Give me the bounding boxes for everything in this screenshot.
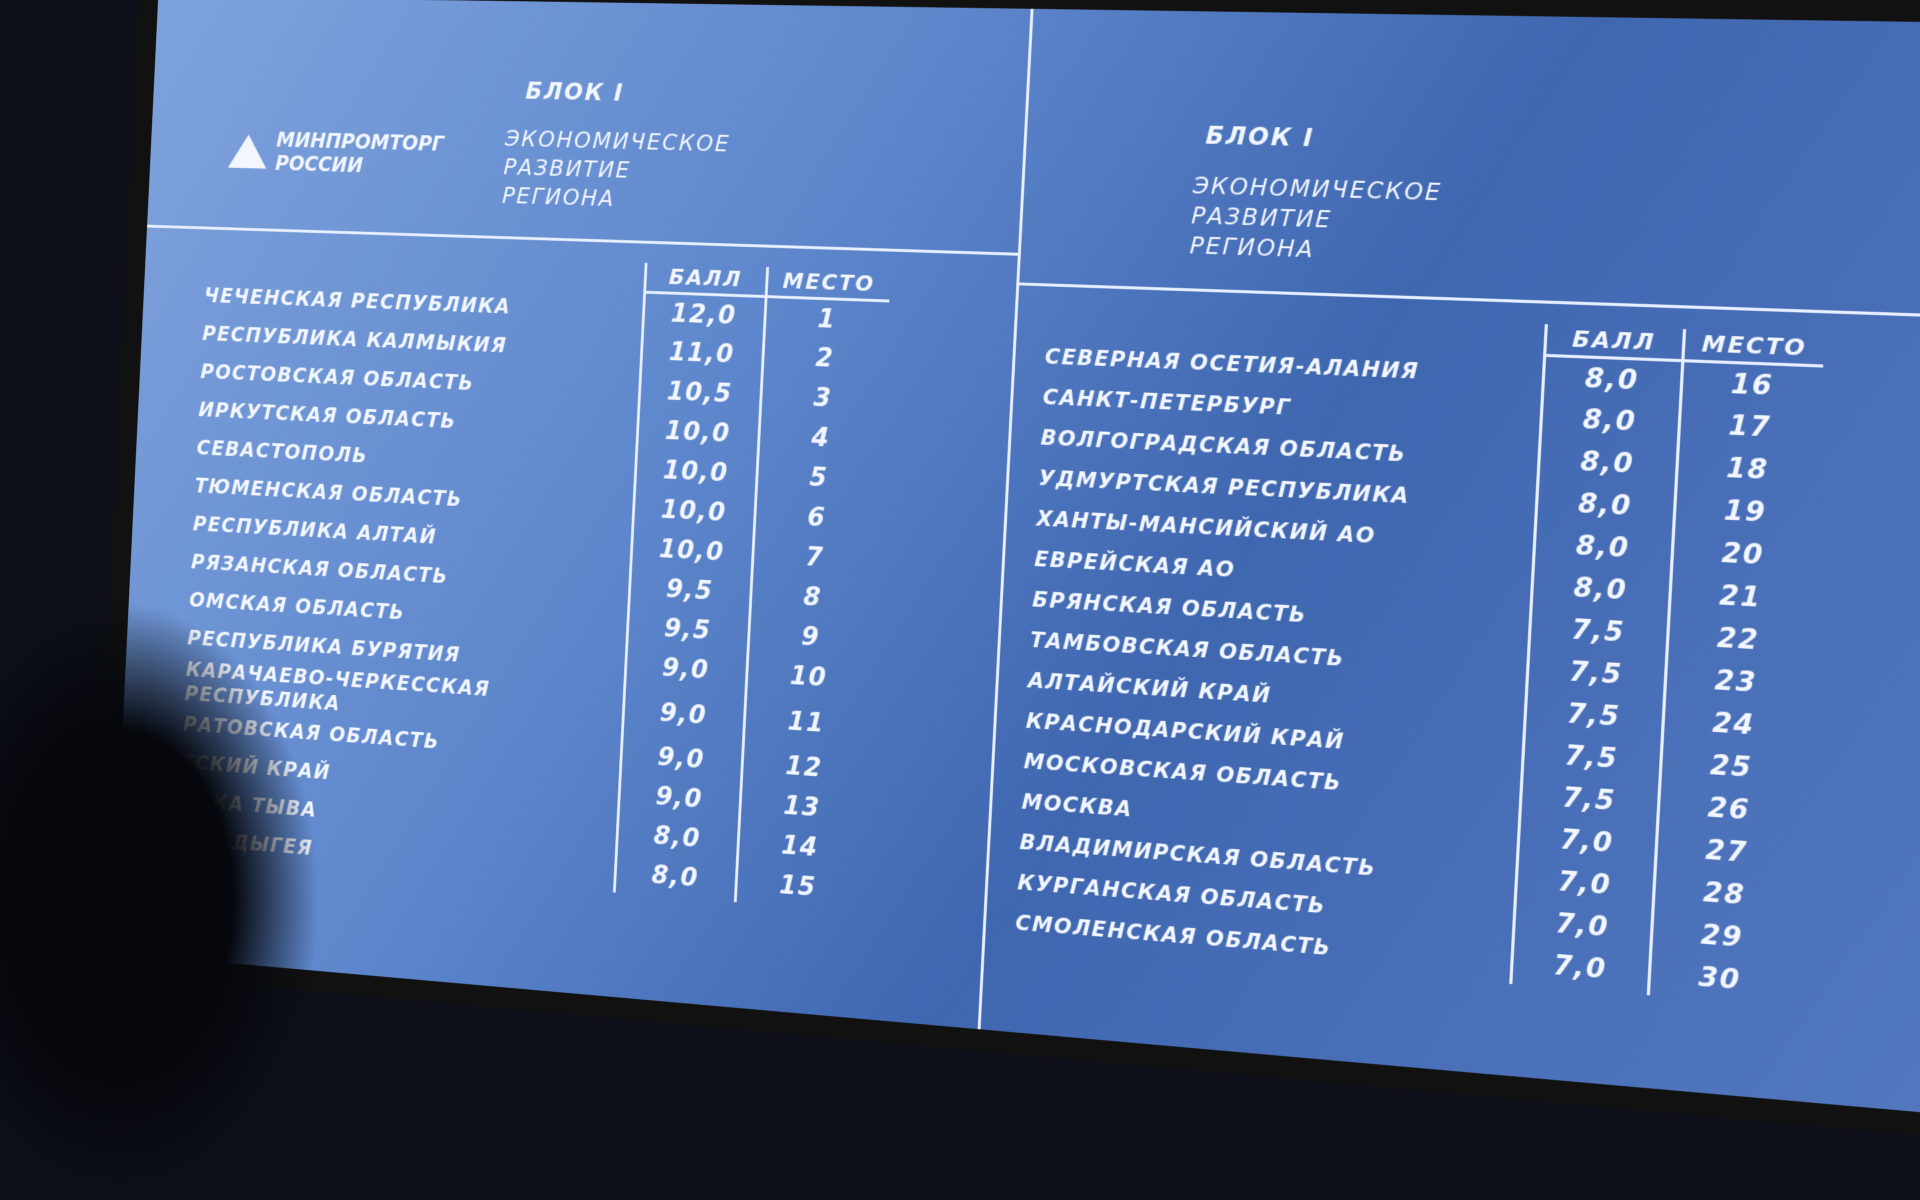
- score: 11,0: [640, 332, 763, 376]
- score: 10,0: [630, 528, 753, 574]
- place: 19: [1673, 488, 1816, 537]
- photo: МИНПРОМТОРГ РОССИИ БЛОК I ЭКОНОМИЧЕСКОЕ Р…: [0, 0, 1920, 1080]
- place: 4: [758, 416, 884, 462]
- place: 6: [754, 495, 879, 541]
- place: 17: [1678, 403, 1821, 452]
- score: 9,0: [622, 685, 746, 743]
- score: 8,0: [1540, 397, 1680, 445]
- left-panel: МИНПРОМТОРГ РОССИИ БЛОК I ЭКОНОМИЧЕСКОЕ Р…: [112, 0, 1034, 1029]
- right-header: БЛОК I ЭКОНОМИЧЕСКОЕ РАЗВИТИЕ РЕГИОНА: [1019, 9, 1920, 320]
- place: 1: [764, 297, 890, 342]
- col-place: МЕСТО: [766, 267, 891, 301]
- place: 11: [743, 693, 869, 752]
- score: 10,0: [636, 410, 759, 455]
- monitor: МИНПРОМТОРГ РОССИИ БЛОК I ЭКОНОМИЧЕСКОЕ Р…: [92, 0, 1920, 1142]
- logo-line2: РОССИИ: [275, 152, 444, 180]
- score: 8,0: [614, 853, 737, 902]
- score: 10,0: [632, 489, 755, 535]
- place: 15: [735, 862, 860, 911]
- score: 12,0: [642, 292, 765, 336]
- subtitle-line: РЕГИОНА: [1189, 231, 1440, 269]
- block-subtitle: ЭКОНОМИЧЕСКОЕ РАЗВИТИЕ РЕГИОНА: [1189, 171, 1443, 269]
- place: 16: [1680, 361, 1823, 409]
- ranking-table-left: БАЛЛ МЕСТО ЧЕЧЕНСКАЯ РЕСПУБЛИКА 12,0 1 РЕСПУБ…: [168, 248, 891, 912]
- ranking-table-right: БАЛЛ МЕСТО СЕВЕРНАЯ ОСЕТИЯ-АЛАНИЯ 8,0 16 САНК…: [1005, 306, 1825, 1006]
- subtitle-line: РЕГИОНА: [501, 182, 728, 217]
- place: 5: [756, 455, 882, 501]
- block-title: БЛОК I: [525, 78, 625, 107]
- place: 3: [760, 376, 886, 421]
- triangle-logo-icon: [228, 134, 268, 169]
- score: 8,0: [1533, 523, 1673, 572]
- left-header: МИНПРОМТОРГ РОССИИ БЛОК I ЭКОНОМИЧЕСКОЕ Р…: [147, 0, 1031, 256]
- score: 8,0: [1542, 355, 1682, 403]
- screen: МИНПРОМТОРГ РОССИИ БЛОК I ЭКОНОМИЧЕСКОЕ Р…: [112, 0, 1920, 1117]
- block-subtitle: ЭКОНОМИЧЕСКОЕ РАЗВИТИЕ РЕГИОНА: [501, 125, 731, 217]
- score: 10,0: [634, 450, 757, 495]
- place: 20: [1671, 530, 1814, 580]
- score: 10,5: [638, 371, 761, 416]
- logo: МИНПРОМТОРГ РОССИИ: [228, 128, 445, 181]
- score: 8,0: [1537, 439, 1677, 487]
- block-title: БЛОК I: [1205, 122, 1315, 153]
- right-panel: БЛОК I ЭКОНОМИЧЕСКОЕ РАЗВИТИЕ РЕГИОНА БА…: [981, 9, 1920, 1117]
- score: 8,0: [1535, 481, 1675, 530]
- place: 18: [1675, 445, 1818, 494]
- place: 2: [762, 336, 888, 381]
- col-score: БАЛЛ: [1544, 324, 1684, 360]
- place: 7: [752, 535, 877, 582]
- col-score: БАЛЛ: [644, 263, 767, 297]
